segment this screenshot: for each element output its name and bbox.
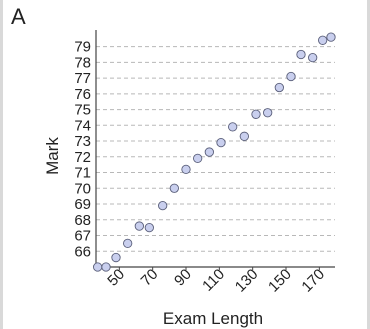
y-tick-label: 72 — [74, 149, 91, 166]
data-point — [318, 35, 328, 45]
data-point — [251, 109, 261, 119]
y-tick-label: 74 — [74, 117, 91, 134]
grid-lines — [96, 46, 335, 252]
data-point — [123, 238, 133, 249]
data-point — [263, 108, 273, 118]
data-point — [308, 52, 318, 63]
data-point — [296, 49, 306, 60]
data-point — [193, 153, 203, 164]
x-tick-label: 170 — [298, 266, 328, 296]
data-point — [93, 262, 103, 272]
data-point — [111, 252, 121, 263]
data-point — [204, 147, 214, 157]
x-tick-label: 70 — [138, 266, 162, 290]
data-point — [134, 221, 144, 231]
data-point — [286, 71, 296, 82]
panel-label: A — [11, 4, 26, 29]
y-tick-label: 79 — [74, 39, 91, 56]
data-points — [93, 32, 336, 272]
x-axis-label: Exam Length — [163, 309, 263, 328]
data-point — [216, 137, 226, 148]
data-point — [239, 131, 249, 141]
y-tick-label: 76 — [74, 86, 91, 103]
y-tick-label: 66 — [74, 243, 91, 260]
data-point — [101, 262, 111, 272]
y-tick-label: 69 — [74, 196, 91, 213]
y-tick-label: 75 — [74, 102, 91, 119]
data-point — [274, 82, 284, 93]
y-tick-label: 77 — [74, 70, 91, 87]
y-tick-label: 67 — [74, 228, 91, 245]
data-point — [228, 122, 238, 132]
data-point — [158, 200, 168, 211]
x-tick-label: 110 — [199, 266, 228, 295]
data-point — [144, 222, 154, 233]
x-tick-label: 90 — [171, 266, 195, 290]
y-tick-label: 78 — [74, 54, 91, 71]
y-axis-label: Mark — [43, 137, 62, 175]
data-point — [326, 32, 336, 42]
y-tick-label: 68 — [74, 212, 91, 229]
data-point — [169, 183, 179, 193]
x-tick-label: 130 — [232, 266, 262, 296]
y-tick-label: 71 — [74, 165, 91, 182]
data-point — [181, 164, 191, 175]
axes — [95, 30, 335, 270]
x-tick-label: 150 — [265, 266, 295, 296]
y-tick-label: 73 — [74, 133, 91, 150]
y-tick-label: 70 — [74, 180, 91, 197]
